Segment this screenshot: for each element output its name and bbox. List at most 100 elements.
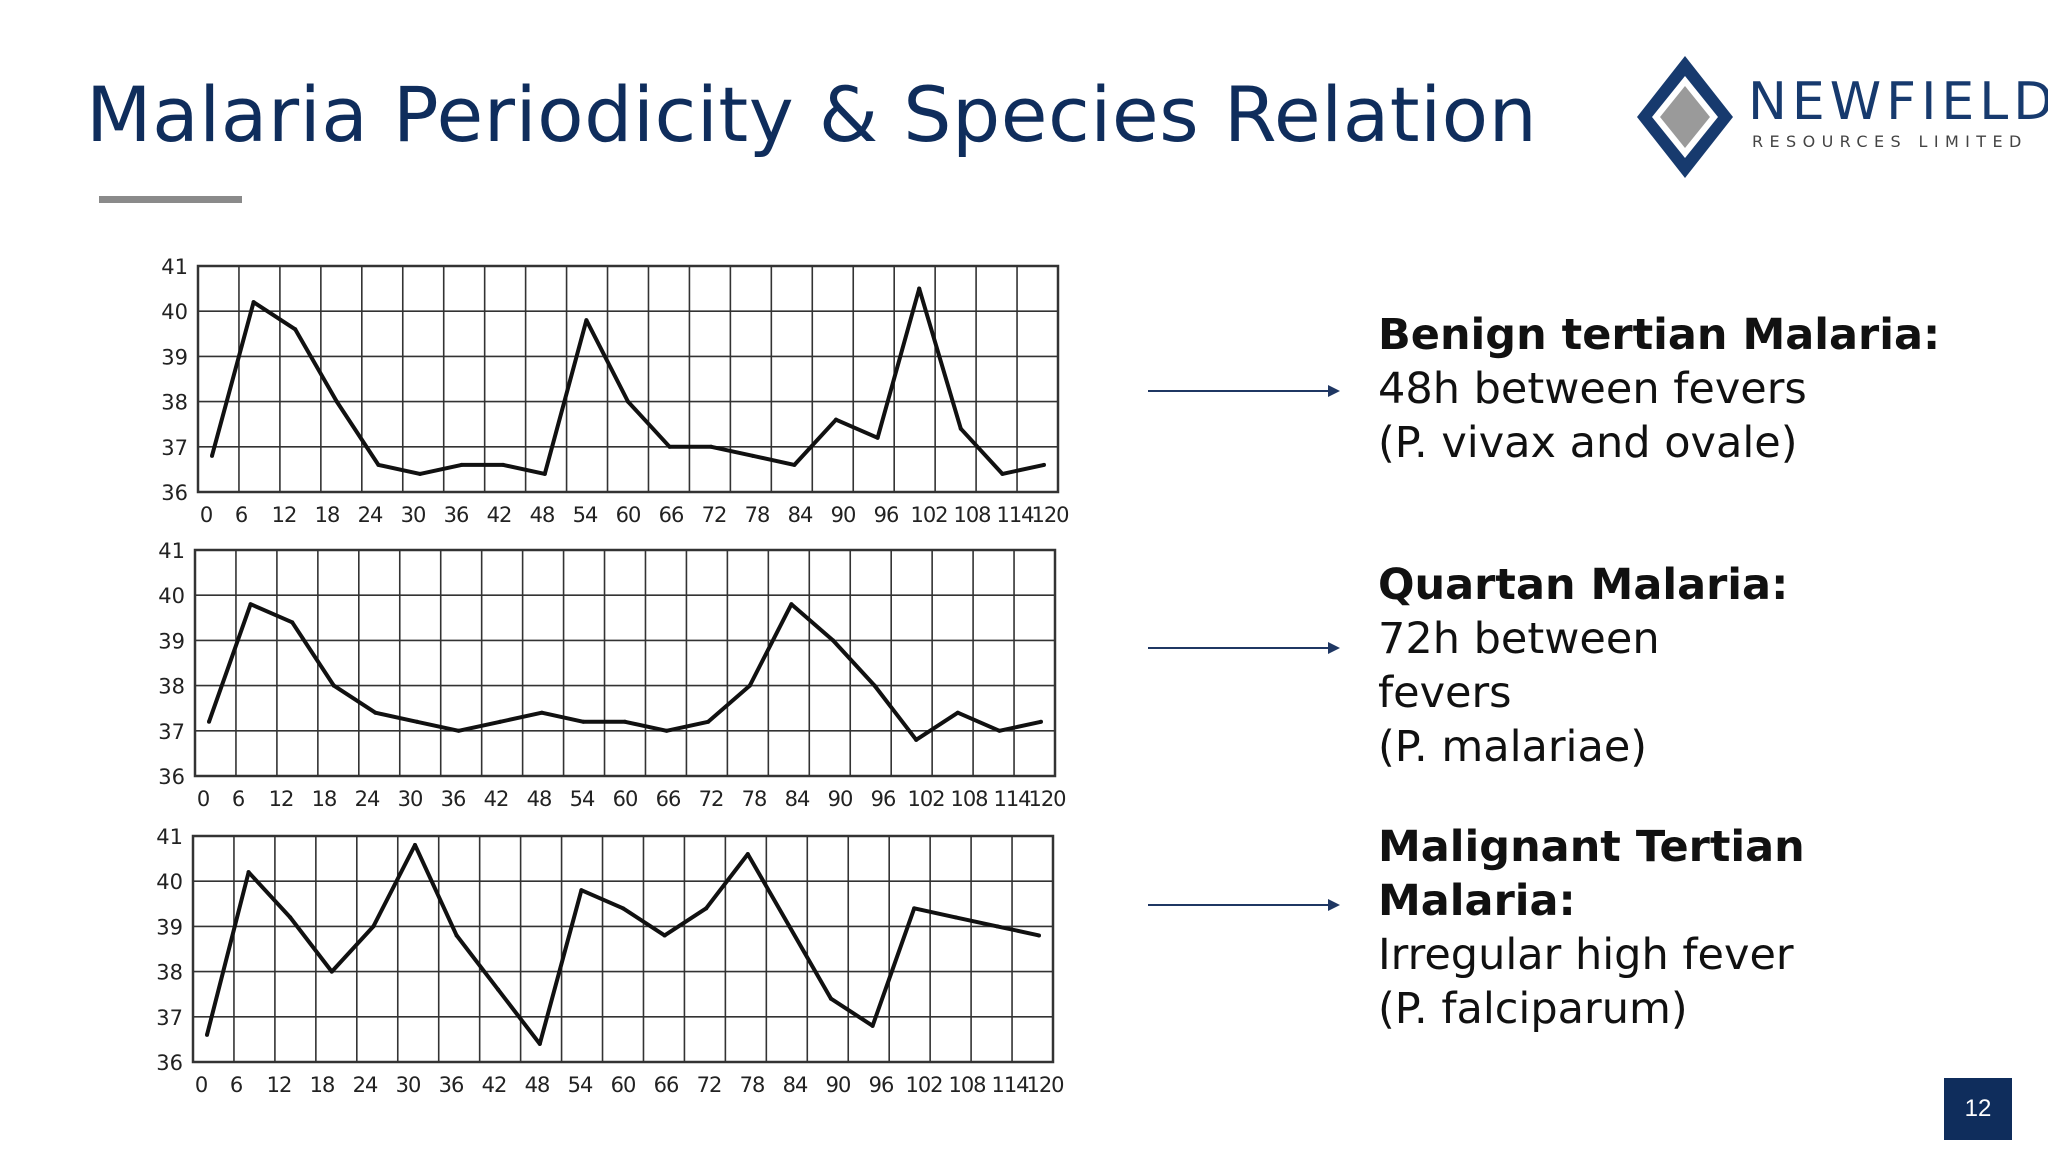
data-point: [456, 728, 461, 733]
y-tick-label: 38: [156, 961, 183, 985]
note-line: (P. malariae): [1378, 722, 1648, 772]
y-tick-label: 36: [158, 765, 185, 789]
note-heading: Benign tertian Malaria:: [1378, 310, 1941, 360]
data-point: [623, 719, 627, 724]
y-tick-label: 38: [161, 391, 188, 415]
x-tick-label: 90: [831, 503, 856, 527]
x-tick-label: 36: [441, 787, 466, 811]
x-tick-label: 96: [869, 1073, 894, 1097]
x-tick-label: 96: [874, 503, 899, 527]
data-point: [418, 471, 422, 476]
x-tick-label: 66: [656, 787, 681, 811]
company-logo: NEWFIELD RESOURCES LIMITED: [1630, 52, 2048, 182]
data-point: [706, 719, 711, 724]
data-point: [621, 906, 625, 911]
x-tick-label: 108: [953, 503, 990, 527]
x-tick-label: 120: [1028, 787, 1065, 811]
x-tick-label: 0: [197, 787, 209, 811]
x-tick-label: 30: [396, 1073, 421, 1097]
chart-benign-tertian: 36 37 38 39 40 41 0 6 12 18 24 30 36 42 48 54 60 66 72 78 84…: [140, 250, 1070, 540]
data-point: [454, 933, 459, 938]
note-heading: Malaria:: [1378, 876, 1576, 926]
note-line: Irregular high fever: [1378, 930, 1794, 980]
data-point: [288, 915, 293, 920]
x-tick-label: 60: [616, 503, 641, 527]
arrow-right-icon: [1148, 899, 1340, 911]
data-point: [496, 987, 501, 992]
x-tick-label: 60: [613, 787, 638, 811]
x-tick-label: 12: [269, 787, 294, 811]
x-tick-label: 120: [1031, 503, 1068, 527]
data-point: [1000, 471, 1005, 476]
data-point: [373, 710, 378, 715]
y-tick-label: 36: [156, 1051, 183, 1075]
y-tick-label: 37: [161, 436, 188, 460]
x-tick-label: 78: [742, 787, 767, 811]
x-tick-label: 24: [353, 1073, 378, 1097]
data-point: [1039, 719, 1043, 724]
y-tick-label: 37: [158, 720, 185, 744]
y-tick-label: 37: [156, 1006, 183, 1030]
chart-quartan: 36 37 38 39 40 41 0 6 12 18 24 30 36 42 48 54 60 66 72 78 84…: [137, 534, 1067, 824]
x-tick-label: 102: [910, 503, 947, 527]
data-point: [626, 399, 630, 404]
plot-area: [193, 548, 1057, 778]
data-point: [875, 435, 880, 440]
x-tick-label: 84: [783, 1073, 808, 1097]
arrow-right-icon: [1148, 385, 1340, 397]
data-point: [459, 462, 464, 467]
data-point: [498, 719, 503, 724]
data-point: [872, 683, 877, 688]
x-tick-label: 114: [993, 787, 1031, 811]
x-tick-label: 66: [654, 1073, 679, 1097]
arrow-right-icon: [1148, 642, 1340, 654]
plot-area: [196, 264, 1060, 494]
data-point: [579, 888, 584, 893]
x-tick-label: 36: [444, 503, 469, 527]
chart-svg: 36 37 38 39 40 41 0 6 12 18 24 30 36 42 48 54 60 66 72 78 84…: [158, 539, 1066, 811]
y-tick-label: 39: [158, 629, 185, 653]
data-point: [917, 286, 922, 291]
data-point: [704, 906, 709, 911]
data-point: [834, 417, 838, 422]
note-benign-tertian: Benign tertian Malaria: 48h between feve…: [1378, 308, 1940, 470]
x-tick-label: 96: [871, 787, 896, 811]
note-line: fevers: [1378, 668, 1512, 718]
note-line: 72h between: [1378, 614, 1660, 664]
logo-subtitle: RESOURCES LIMITED: [1752, 132, 2028, 151]
chart-svg: 36 37 38 39 40 41 0 6 12 18 24 30 36 42 48 54 60 66 72 78 84…: [156, 825, 1064, 1097]
x-tick-label: 54: [573, 503, 598, 527]
x-tick-label: 60: [611, 1073, 636, 1097]
data-point: [413, 843, 417, 848]
x-tick-label: 108: [950, 787, 987, 811]
x-tick-label: 84: [785, 787, 810, 811]
data-point: [792, 462, 797, 467]
data-point: [501, 462, 506, 467]
data-point: [205, 1032, 209, 1037]
x-tick-label: 102: [907, 787, 944, 811]
data-point: [371, 924, 376, 929]
x-tick-label: 48: [530, 503, 555, 527]
y-tick-label: 39: [156, 915, 183, 939]
data-point: [210, 453, 214, 458]
note-line: (P. falciparum): [1378, 984, 1688, 1034]
x-tick-label: 54: [570, 787, 595, 811]
data-point: [997, 728, 1002, 733]
x-tick-label: 36: [439, 1073, 464, 1097]
plot-area: [191, 834, 1055, 1064]
x-tick-label: 12: [272, 503, 297, 527]
x-tick-label: 12: [267, 1073, 292, 1097]
y-tick-label: 38: [158, 675, 185, 699]
data-point: [787, 924, 792, 929]
x-tick-label: 72: [697, 1073, 722, 1097]
x-tick-label: 84: [788, 503, 813, 527]
data-point: [912, 906, 917, 911]
x-tick-label: 78: [745, 503, 770, 527]
x-tick-label: 66: [659, 503, 684, 527]
x-tick-label: 120: [1026, 1073, 1063, 1097]
y-tick-label: 41: [156, 825, 183, 849]
data-point: [376, 462, 381, 467]
data-point: [750, 453, 755, 458]
x-tick-label: 24: [358, 503, 383, 527]
slide-title: Malaria Periodicity & Species Relation: [86, 70, 1538, 159]
